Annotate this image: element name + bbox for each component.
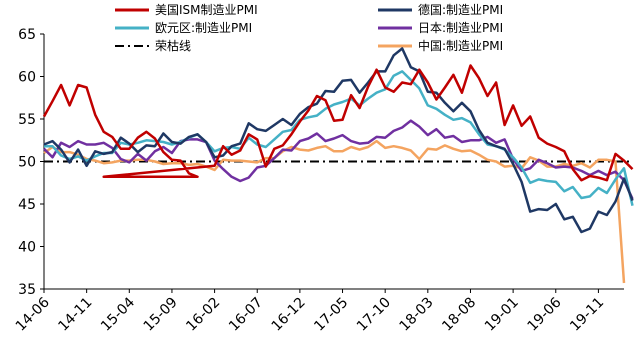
y-tick-label: 35 xyxy=(18,282,36,298)
x-tick-label: 14-11 xyxy=(55,295,95,335)
legend-label: 德国:制造业PMI xyxy=(418,2,503,17)
y-tick-label: 50 xyxy=(18,155,36,171)
series-line-0 xyxy=(42,64,634,182)
x-tick-label: 19-11 xyxy=(567,295,607,335)
x-tick-label: 19-01 xyxy=(482,295,522,335)
legend-label: 荣枯线 xyxy=(155,38,191,53)
series-line-3 xyxy=(43,119,634,200)
y-tick-label: 65 xyxy=(18,27,36,43)
x-tick-label: 14-06 xyxy=(13,294,53,334)
x-tick-label: 17-05 xyxy=(311,295,351,335)
x-tick-label: 16-02 xyxy=(183,295,223,335)
series-line-4 xyxy=(43,139,626,284)
y-tick-label: 55 xyxy=(18,112,36,128)
x-tick-label: 18-08 xyxy=(439,295,479,335)
x-tick-label: 16-12 xyxy=(269,295,309,335)
y-tick-label: 60 xyxy=(18,70,36,86)
legend-label: 美国ISM制造业PMI xyxy=(155,3,258,17)
series-layer xyxy=(42,47,634,284)
legend-label: 日本:制造业PMI xyxy=(418,21,503,35)
legend-label: 欧元区:制造业PMI xyxy=(155,21,252,35)
x-tick-label: 19-06 xyxy=(525,294,565,334)
y-tick-label: 45 xyxy=(18,197,36,213)
y-tick-label: 40 xyxy=(18,240,36,256)
x-tick-label: 15-04 xyxy=(98,294,138,334)
legend-label: 中国:制造业PMI xyxy=(418,38,503,53)
x-tick-label: 15-09 xyxy=(141,295,181,335)
x-tick-label: 16-07 xyxy=(226,295,266,335)
x-tick-label: 18-03 xyxy=(397,295,437,335)
legend: 美国ISM制造业PMI 德国:制造业PMI 欧元区:制造业PMI 日本:制造业PMI 荣… xyxy=(115,2,503,53)
series-line-2 xyxy=(44,70,634,206)
series-line-1 xyxy=(43,47,634,234)
x-tick-label: 17-10 xyxy=(354,295,394,335)
